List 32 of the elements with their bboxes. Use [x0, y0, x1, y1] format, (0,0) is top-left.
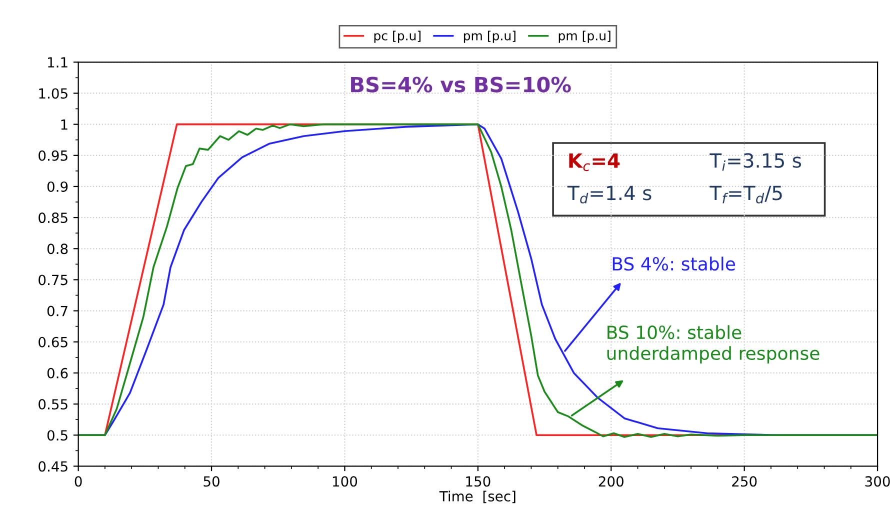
- y-tick-label: 0.65: [38, 336, 68, 348]
- x-tick-label: 150: [466, 476, 490, 487]
- annotation: T$_{d}$=1.4 s: [567, 186, 652, 204]
- annotation: K$_{c}$=4: [569, 154, 620, 172]
- annotation: T$_{i}$=3.15 s: [710, 153, 802, 171]
- legend-label: pm [p.u]: [464, 30, 516, 43]
- legend-label: pm [p.u]: [558, 30, 610, 43]
- legend-label: pc [p.u]: [374, 30, 420, 43]
- x-tick-label: 300: [865, 476, 890, 487]
- annotation: BS 10%: stable underdamped response: [607, 325, 820, 364]
- y-tick-label: 0.7: [47, 306, 68, 316]
- x-tick-label: 50: [204, 476, 220, 487]
- annotation: T$_{f}$=T$_{d}$/5: [710, 186, 782, 204]
- y-tick-label: 0.55: [38, 399, 68, 410]
- y-tick-label: 0.75: [38, 274, 68, 286]
- y-tick-label: 0.85: [38, 212, 68, 224]
- y-tick-label: 0.6: [47, 368, 68, 378]
- annotation: BS 4%: stable: [612, 256, 736, 271]
- x-tick-label: 0: [74, 476, 82, 487]
- y-tick-label: 0.8: [47, 244, 68, 254]
- x-tick-label: 250: [732, 476, 757, 487]
- y-tick-label: 0.45: [38, 461, 68, 472]
- y-tick-label: 0.5: [47, 430, 68, 441]
- y-tick-label: 0.9: [47, 181, 68, 192]
- y-tick-label: 1.05: [39, 88, 68, 99]
- text: BS=4% vs BS=10%: [351, 76, 571, 92]
- y-tick-label: 0.95: [38, 150, 68, 161]
- y-tick-label: 1.1: [48, 57, 68, 68]
- x-tick-label: 100: [332, 476, 358, 487]
- y-tick-label: 1: [61, 119, 68, 130]
- x-tick-label: 200: [598, 476, 624, 487]
- x-axis-title: Time [sec]: [439, 490, 516, 504]
